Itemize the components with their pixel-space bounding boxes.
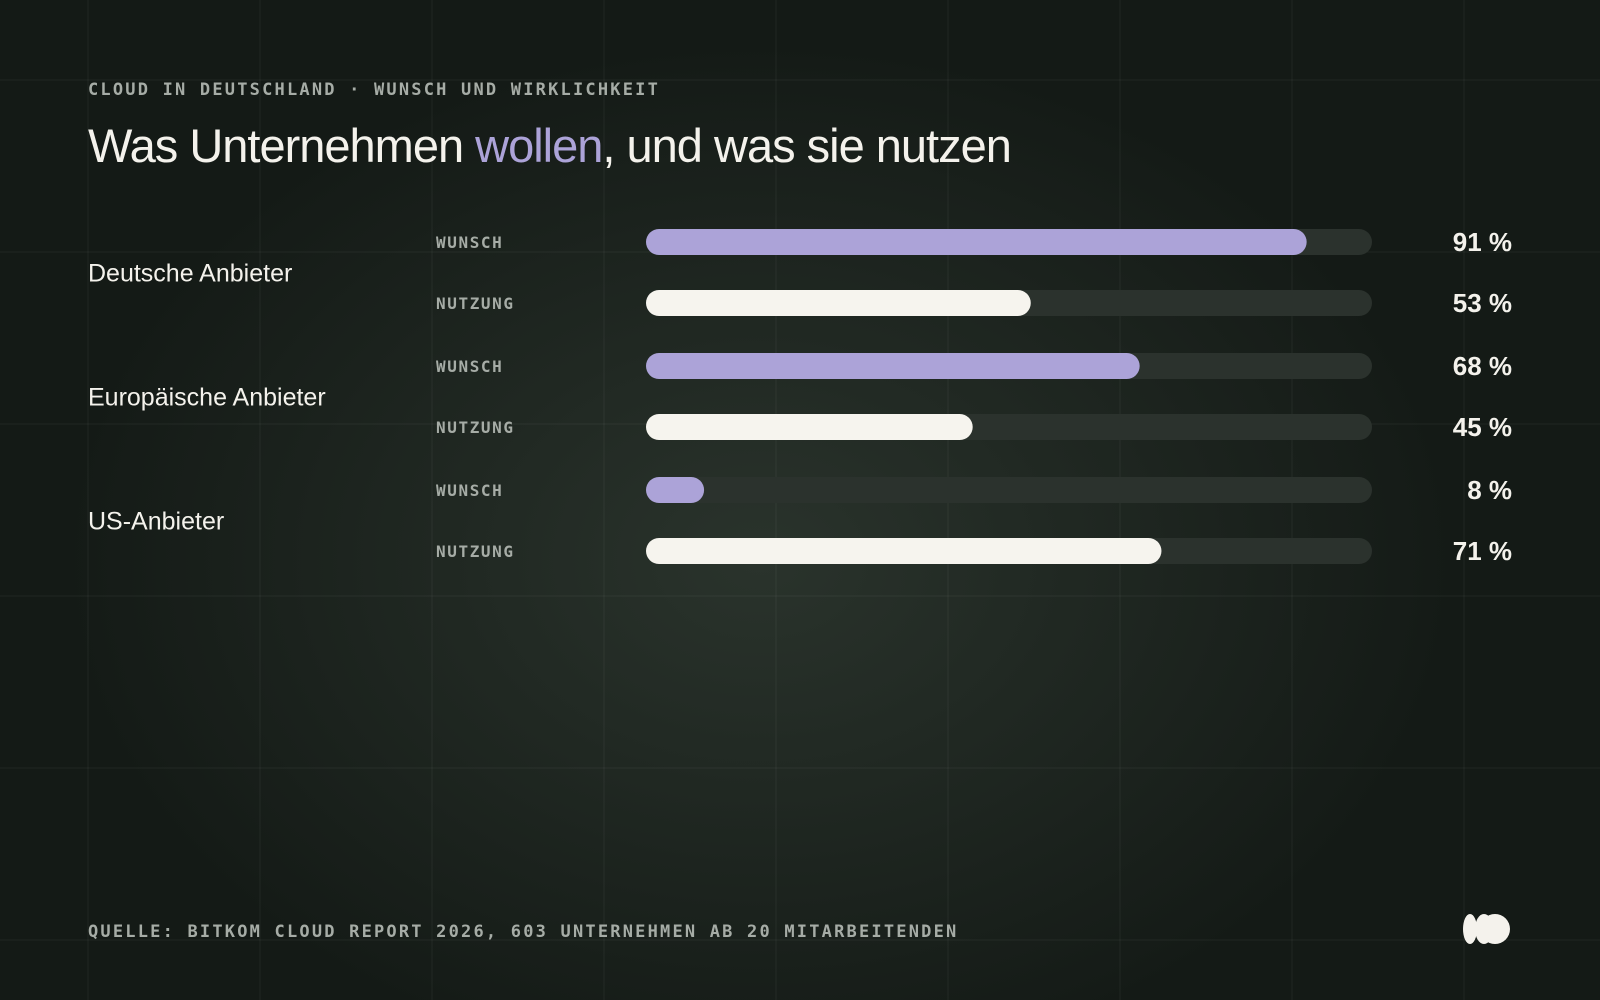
series-label-us-anbieter-wunsch: WUNSCH <box>436 481 503 500</box>
category-label-deutsche-anbieter: Deutsche Anbieter <box>88 260 292 288</box>
bar-us-anbieter-wunsch <box>646 477 705 503</box>
value-label-us-anbieter-wunsch: 8 % <box>1467 475 1512 505</box>
category-label-us-anbieter: US-Anbieter <box>88 508 224 536</box>
bar-track-us-anbieter-wunsch <box>646 477 1372 503</box>
series-label-deutsche-anbieter-wunsch: WUNSCH <box>436 233 503 252</box>
title-part-1: Was Unternehmen <box>88 119 476 172</box>
value-label-us-anbieter-nutzung: 71 % <box>1453 536 1512 566</box>
bar-europ-ische-anbieter-nutzung <box>646 414 973 440</box>
value-label-europ-ische-anbieter-wunsch: 68 % <box>1453 351 1512 381</box>
title-highlight: wollen <box>475 119 603 172</box>
value-label-deutsche-anbieter-wunsch: 91 % <box>1453 227 1512 257</box>
bar-europ-ische-anbieter-wunsch <box>646 353 1140 379</box>
series-label-europ-ische-anbieter-nutzung: NUTZUNG <box>436 418 515 437</box>
value-label-deutsche-anbieter-nutzung: 53 % <box>1453 288 1512 318</box>
eyebrow-label: CLOUD IN DEUTSCHLAND · WUNSCH UND WIRKLI… <box>88 80 661 100</box>
series-label-deutsche-anbieter-nutzung: NUTZUNG <box>436 294 515 313</box>
bar-deutsche-anbieter-wunsch <box>646 229 1307 255</box>
series-label-europ-ische-anbieter-wunsch: WUNSCH <box>436 357 503 376</box>
bar-us-anbieter-nutzung <box>646 538 1162 564</box>
brand-logo-icon <box>1463 914 1510 944</box>
series-label-us-anbieter-nutzung: NUTZUNG <box>436 542 515 561</box>
bar-deutsche-anbieter-nutzung <box>646 290 1031 316</box>
source-note: QUELLE: BITKOM CLOUD REPORT 2026, 603 UN… <box>88 922 959 942</box>
page-title: Was Unternehmen wollen, und was sie nutz… <box>88 118 1012 173</box>
category-label-europ-ische-anbieter: Europäische Anbieter <box>88 384 326 412</box>
value-label-europ-ische-anbieter-nutzung: 45 % <box>1453 412 1512 442</box>
title-part-2: , und was sie nutzen <box>602 119 1011 172</box>
